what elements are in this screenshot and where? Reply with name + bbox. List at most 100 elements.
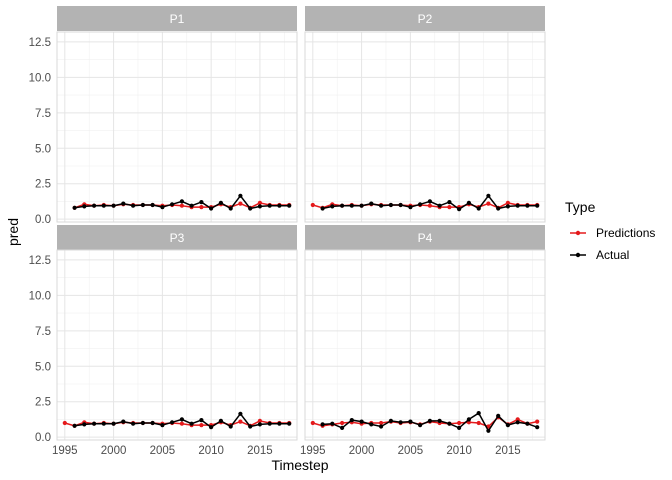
data-point-actual bbox=[505, 204, 510, 209]
data-point-actual bbox=[349, 418, 354, 423]
data-point-actual bbox=[427, 199, 432, 204]
panel-border bbox=[304, 31, 546, 223]
data-point-actual bbox=[447, 200, 452, 205]
data-point-actual bbox=[72, 423, 77, 428]
data-point-actual bbox=[398, 202, 403, 208]
facet-strip bbox=[57, 225, 297, 250]
y-tick-label: 12.5 bbox=[29, 37, 51, 49]
panel-border bbox=[56, 31, 298, 223]
facet-strip-label: P1 bbox=[170, 12, 185, 26]
facet-strip bbox=[305, 6, 545, 31]
legend-key-point bbox=[575, 230, 581, 236]
x-axis-label: Timestep bbox=[271, 457, 328, 473]
data-point-actual bbox=[150, 202, 155, 208]
data-point-actual bbox=[457, 425, 462, 430]
facet-strip bbox=[305, 225, 545, 250]
data-point-predictions bbox=[457, 420, 462, 426]
data-point-actual bbox=[267, 421, 272, 426]
data-point-actual bbox=[427, 418, 432, 423]
data-point-actual bbox=[287, 203, 292, 208]
data-point-actual bbox=[160, 205, 165, 210]
data-point-predictions bbox=[535, 419, 540, 424]
data-point-actual bbox=[189, 421, 194, 426]
data-point-predictions bbox=[179, 203, 184, 208]
data-point-actual bbox=[359, 419, 364, 424]
data-point-actual bbox=[92, 421, 97, 426]
data-point-actual bbox=[121, 419, 126, 424]
data-point-actual bbox=[496, 413, 501, 418]
data-point-actual bbox=[447, 421, 452, 426]
facet-strip-label: P4 bbox=[418, 231, 433, 245]
data-point-actual bbox=[437, 203, 442, 208]
data-point-actual bbox=[170, 420, 175, 425]
data-point-actual bbox=[267, 203, 272, 208]
panel-p2: P2 bbox=[304, 6, 546, 223]
y-tick-label: 2.5 bbox=[35, 397, 51, 409]
data-point-actual bbox=[515, 420, 520, 425]
data-point-actual bbox=[437, 418, 442, 423]
y-tick-label: 12.5 bbox=[29, 255, 51, 267]
data-point-predictions bbox=[505, 200, 510, 205]
data-point-actual bbox=[82, 422, 87, 427]
panel-border bbox=[56, 249, 298, 441]
data-point-actual bbox=[228, 206, 233, 211]
y-tick-label: 0.0 bbox=[35, 214, 51, 226]
data-point-predictions bbox=[199, 423, 204, 428]
x-tick-label: 2000 bbox=[101, 445, 127, 457]
data-point-actual bbox=[179, 199, 184, 204]
data-point-actual bbox=[238, 193, 243, 198]
data-point-actual bbox=[218, 200, 223, 205]
data-point-actual bbox=[248, 424, 253, 429]
data-point-actual bbox=[418, 423, 423, 428]
x-tick-label: 2010 bbox=[198, 445, 224, 457]
data-point-actual bbox=[330, 421, 335, 426]
data-point-predictions bbox=[427, 203, 432, 208]
data-point-actual bbox=[535, 203, 540, 208]
data-point-predictions bbox=[515, 417, 520, 422]
data-point-actual bbox=[369, 422, 374, 427]
y-tick-label: 10.0 bbox=[29, 290, 51, 302]
legend-entry-label: Predictions bbox=[596, 226, 655, 240]
data-point-predictions bbox=[179, 421, 184, 426]
data-point-actual bbox=[486, 428, 491, 433]
data-point-actual bbox=[131, 203, 136, 208]
data-point-actual bbox=[277, 421, 282, 426]
data-point-predictions bbox=[310, 420, 315, 426]
data-point-actual bbox=[111, 421, 116, 426]
data-point-actual bbox=[388, 202, 393, 208]
panel-border bbox=[304, 249, 546, 441]
data-point-actual bbox=[209, 425, 214, 430]
panel-p3: P3 0.0 2.5 5.0 7.5 10.0 12.5 1995 2000 2005 2010 20… bbox=[29, 225, 298, 457]
data-point-actual bbox=[257, 204, 262, 209]
y-tick-label: 10.0 bbox=[29, 72, 51, 84]
y-tick-label: 7.5 bbox=[35, 326, 51, 338]
data-point-actual bbox=[218, 418, 223, 423]
data-point-predictions bbox=[486, 201, 491, 206]
data-point-actual bbox=[277, 203, 282, 208]
data-point-actual bbox=[340, 203, 345, 208]
data-point-actual bbox=[238, 411, 243, 416]
data-point-actual bbox=[189, 203, 194, 208]
data-point-actual bbox=[476, 411, 481, 416]
data-point-predictions bbox=[257, 200, 262, 205]
data-point-predictions bbox=[340, 420, 345, 426]
x-tick-label: 2010 bbox=[446, 445, 472, 457]
data-point-actual bbox=[330, 204, 335, 209]
y-tick-label: 5.0 bbox=[35, 143, 51, 155]
y-axis-label: pred bbox=[5, 218, 21, 246]
legend-title: Type bbox=[565, 199, 596, 215]
data-point-actual bbox=[248, 206, 253, 211]
data-point-actual bbox=[379, 203, 384, 208]
data-point-actual bbox=[505, 423, 510, 428]
data-point-actual bbox=[486, 193, 491, 198]
data-point-actual bbox=[199, 418, 204, 423]
data-point-actual bbox=[287, 421, 292, 426]
data-point-actual bbox=[398, 420, 403, 425]
x-tick-label: 1995 bbox=[300, 445, 326, 457]
x-tick-label: 2000 bbox=[349, 445, 375, 457]
x-tick-label: 2015 bbox=[247, 445, 273, 457]
y-tick-label: 2.5 bbox=[35, 179, 51, 191]
data-point-actual bbox=[408, 205, 413, 210]
data-point-predictions bbox=[238, 201, 243, 206]
data-point-actual bbox=[525, 421, 530, 426]
